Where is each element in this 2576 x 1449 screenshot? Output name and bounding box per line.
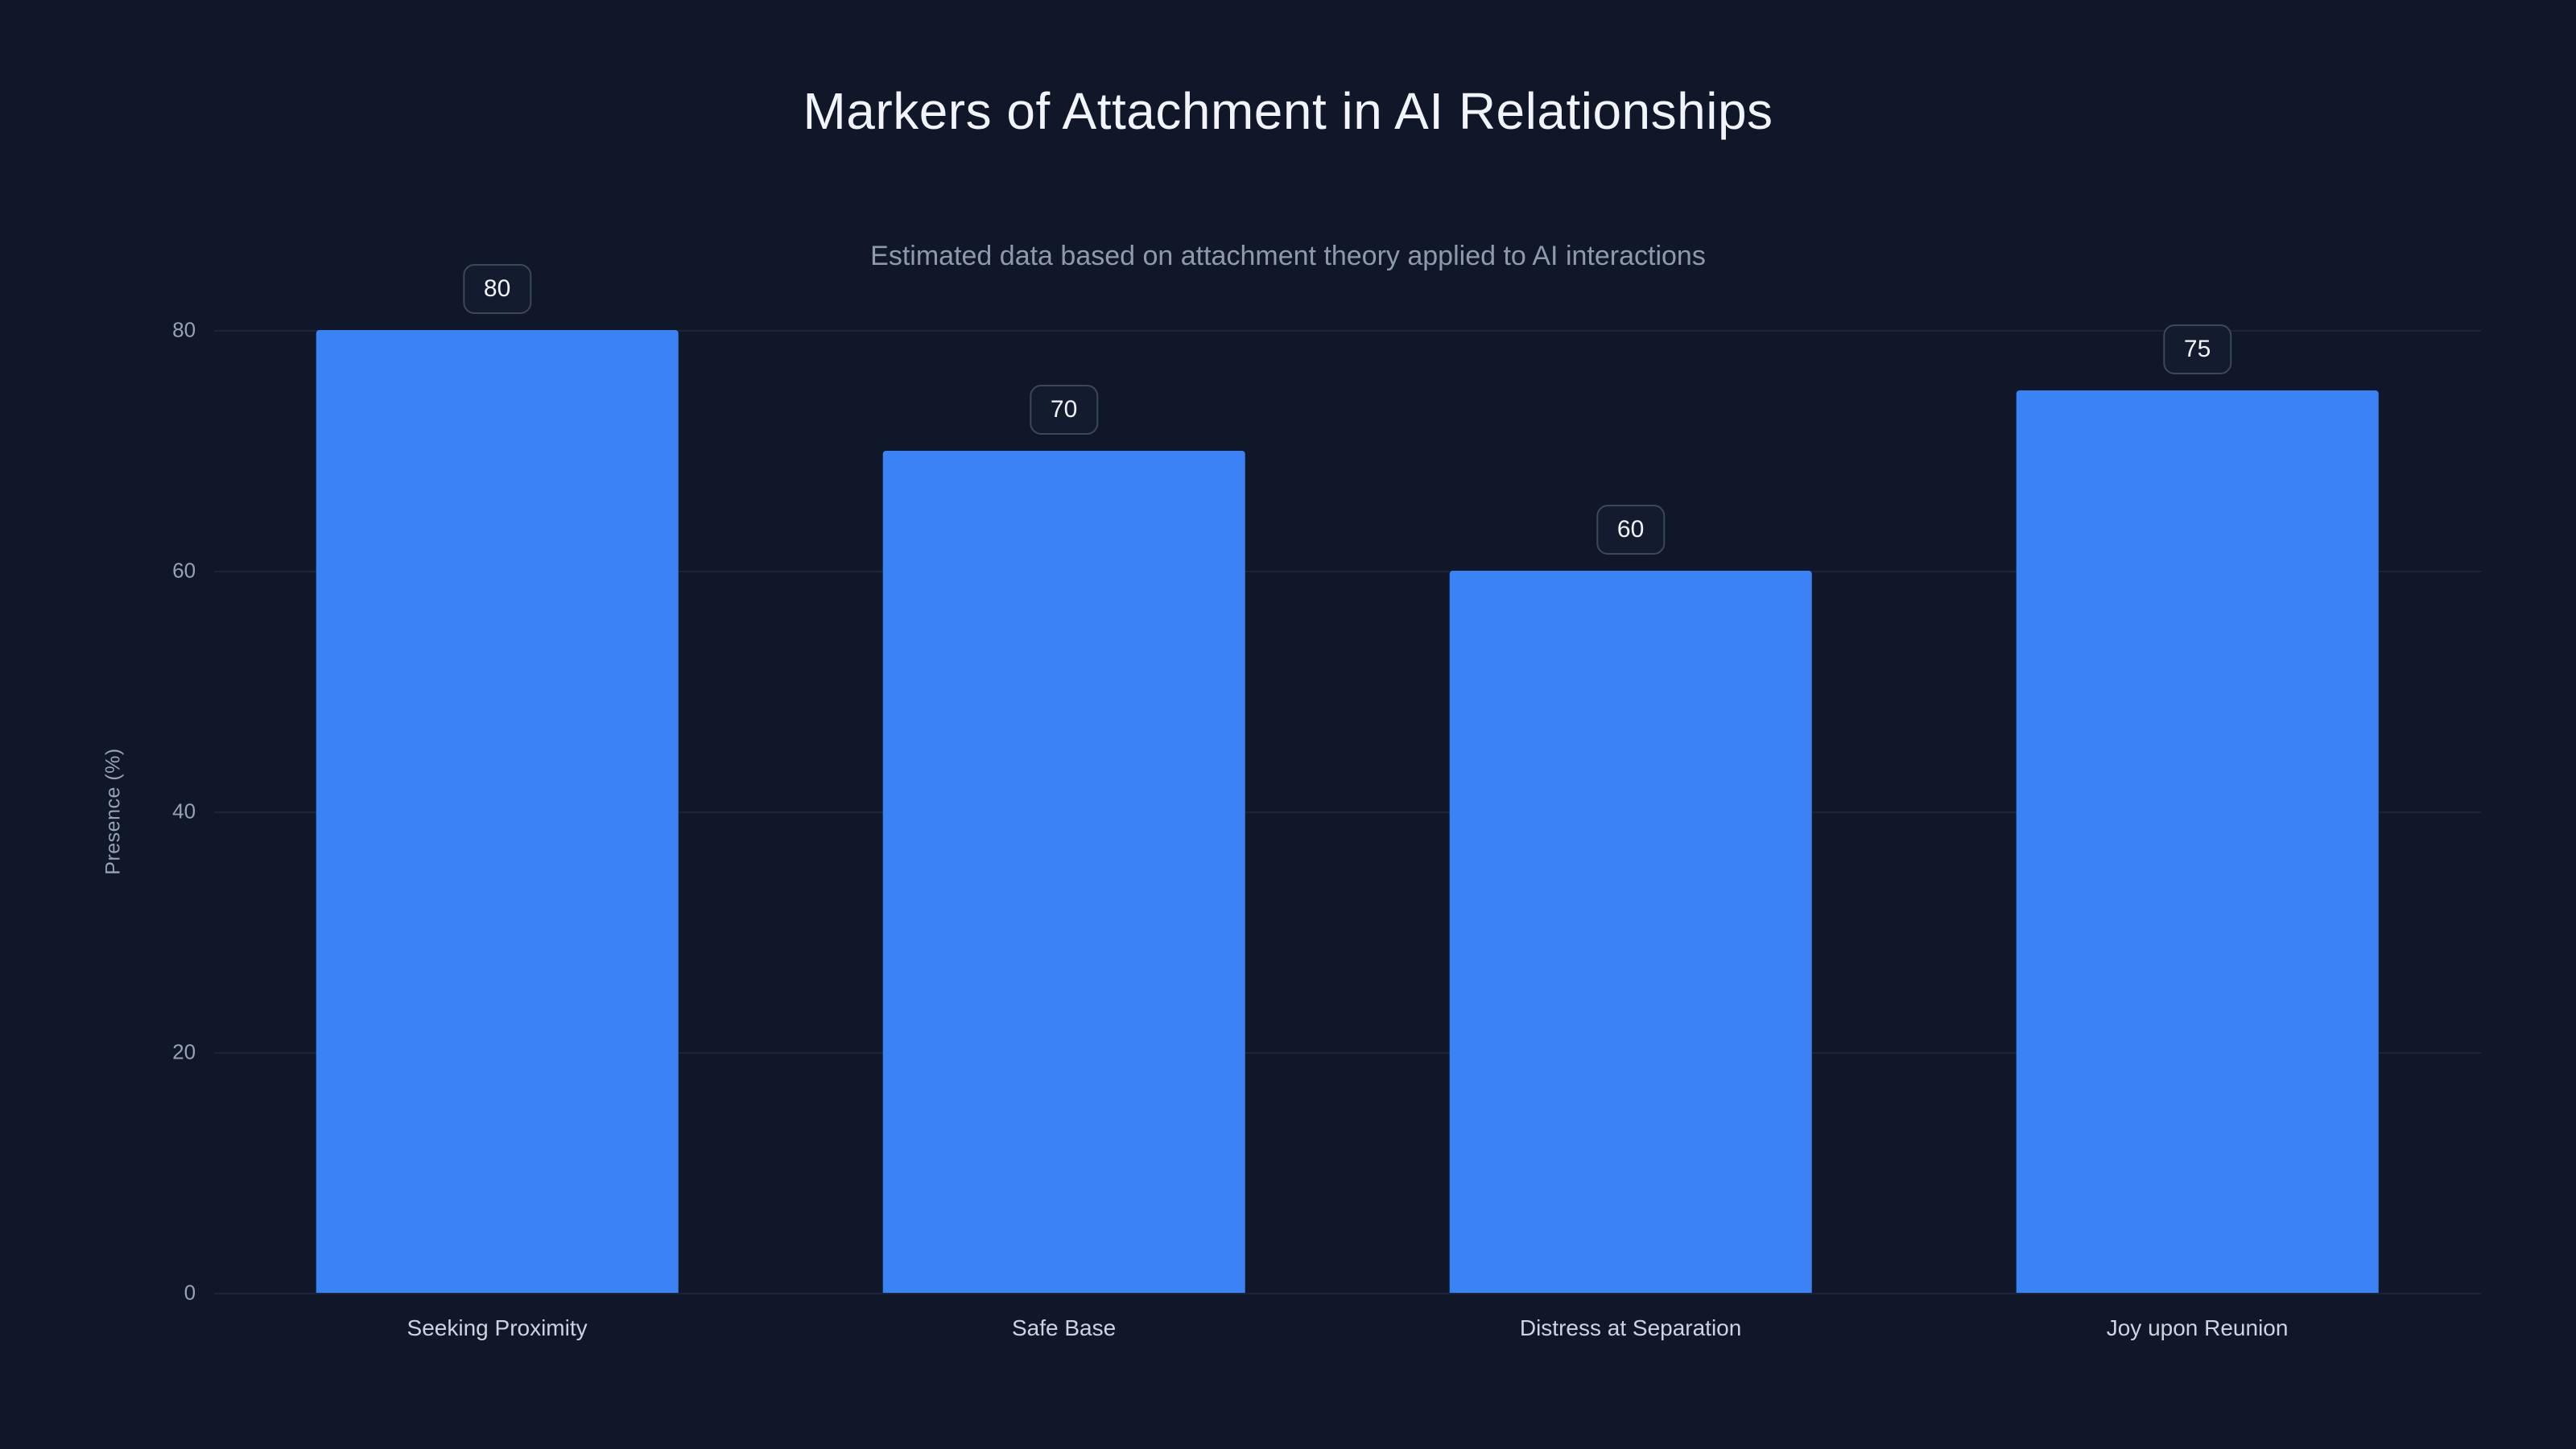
plot-area: 0 20 40 60 80 80 Seeking Proximity 70 Safe Base 6… [172, 264, 2481, 1340]
x-axis-label-safe-base: Safe Base [1011, 1315, 1117, 1340]
value-label-distress-at-separation: 60 [1596, 505, 1666, 555]
bar-cell-safe-base: 70 Safe Base [781, 330, 1348, 1340]
y-axis-tick: 0 [184, 1280, 196, 1305]
chart-title: Markers of Attachment in AI Relationship… [803, 81, 1773, 140]
gridline [213, 1292, 2481, 1294]
bar-distress-at-separation[interactable] [1449, 571, 1812, 1293]
x-axis-label-seeking-proximity: Seeking Proximity [407, 1315, 588, 1340]
y-axis-title: Presence (%) [101, 748, 125, 875]
value-label-safe-base: 70 [1029, 384, 1099, 435]
x-axis-label-joy-upon-reunion: Joy upon Reunion [2106, 1315, 2289, 1340]
y-axis-tick: 60 [172, 558, 196, 583]
value-label-seeking-proximity: 80 [462, 264, 532, 315]
x-axis-label-distress-at-separation: Distress at Separation [1519, 1315, 1742, 1340]
value-label-joy-upon-reunion: 75 [2162, 324, 2232, 375]
y-axis-tick: 20 [172, 1039, 196, 1064]
y-axis-tick: 40 [172, 799, 196, 824]
bar-safe-base[interactable] [882, 450, 1245, 1293]
bars-container: 80 Seeking Proximity 70 Safe Base 60 Distress… [214, 264, 2481, 1340]
y-axis-tick: 80 [172, 317, 196, 342]
chart-subtitle: Estimated data based on attachment theor… [870, 240, 1706, 271]
bar-cell-distress-at-separation: 60 Distress at Separation [1348, 330, 1914, 1340]
bar-cell-seeking-proximity: 80 Seeking Proximity [214, 264, 781, 1340]
bar-cell-joy-upon-reunion: 75 Joy upon Reunion [1914, 324, 2481, 1340]
bar-joy-upon-reunion[interactable] [2016, 390, 2379, 1293]
bar-seeking-proximity[interactable] [316, 330, 679, 1293]
